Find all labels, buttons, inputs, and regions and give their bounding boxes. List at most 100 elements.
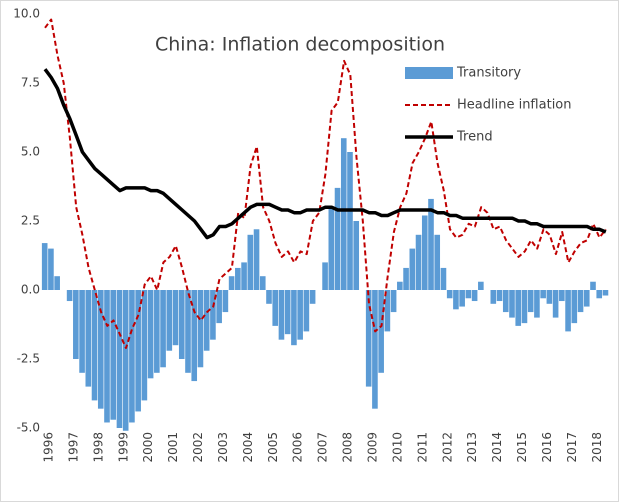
y-tick-label: 0.0 bbox=[21, 283, 40, 297]
line bbox=[43, 68, 607, 240]
bar bbox=[104, 290, 110, 423]
x-tick-label: 2004 bbox=[241, 432, 255, 463]
bar bbox=[48, 248, 54, 290]
x-tick-label: 2018 bbox=[590, 432, 604, 463]
bar bbox=[122, 290, 129, 431]
bar bbox=[428, 198, 434, 290]
bar bbox=[91, 290, 98, 401]
x-tick-label: 2009 bbox=[366, 432, 380, 463]
x-tick-label: 2016 bbox=[540, 432, 554, 463]
bar bbox=[178, 290, 185, 359]
x-tick-label: 2014 bbox=[490, 432, 504, 463]
bar bbox=[340, 138, 347, 290]
x-tick-label: 2006 bbox=[291, 432, 305, 463]
legend-label: Headline inflation bbox=[457, 98, 572, 113]
x-tick-label: 2001 bbox=[166, 432, 180, 463]
bar bbox=[228, 276, 235, 290]
bar bbox=[297, 290, 303, 340]
bar bbox=[85, 290, 92, 387]
bar bbox=[571, 290, 578, 324]
bar bbox=[129, 290, 135, 423]
bar bbox=[241, 262, 247, 290]
bar bbox=[397, 281, 403, 290]
bar bbox=[502, 290, 509, 313]
bar bbox=[203, 290, 210, 351]
bar bbox=[116, 290, 123, 428]
bar bbox=[247, 234, 254, 290]
bar bbox=[266, 290, 272, 304]
bar bbox=[141, 290, 148, 401]
x-tick-label: 2003 bbox=[216, 432, 230, 463]
bar bbox=[403, 267, 409, 290]
bar bbox=[322, 262, 328, 290]
bar bbox=[372, 290, 378, 409]
bar bbox=[291, 290, 297, 346]
bar bbox=[110, 290, 117, 420]
bar bbox=[453, 290, 459, 310]
legend-label: Trend bbox=[456, 130, 493, 145]
bar bbox=[565, 290, 571, 332]
bar bbox=[328, 207, 335, 290]
bar bbox=[253, 229, 260, 290]
bar bbox=[421, 215, 428, 290]
bar bbox=[409, 248, 416, 290]
x-tick-label: 2005 bbox=[266, 432, 280, 463]
bar bbox=[303, 290, 310, 332]
x-tick-label: 2007 bbox=[316, 432, 330, 463]
bar bbox=[583, 290, 590, 307]
x-tick-label: 1996 bbox=[42, 432, 56, 463]
bar bbox=[434, 234, 441, 290]
y-tick-label: 2.5 bbox=[21, 214, 40, 228]
bar bbox=[154, 290, 160, 373]
bar bbox=[521, 290, 528, 324]
bar bbox=[471, 290, 478, 302]
bar bbox=[235, 267, 241, 290]
bar bbox=[185, 290, 191, 373]
bar bbox=[347, 152, 353, 290]
x-tick-label: 1998 bbox=[91, 432, 105, 463]
bar bbox=[602, 290, 609, 296]
x-tick-label: 2010 bbox=[390, 432, 404, 463]
bar bbox=[390, 290, 397, 313]
legend-label: Transitory bbox=[456, 66, 521, 81]
bar bbox=[490, 290, 497, 304]
x-tick-label: 2011 bbox=[415, 432, 429, 463]
bar bbox=[552, 290, 559, 318]
bar bbox=[546, 290, 553, 304]
bar bbox=[465, 290, 472, 299]
x-tick-label: 1999 bbox=[116, 432, 130, 463]
bar bbox=[590, 281, 596, 290]
bar bbox=[534, 290, 540, 318]
x-tick-label: 2000 bbox=[141, 432, 155, 463]
bar bbox=[384, 290, 391, 332]
bar bbox=[596, 290, 603, 299]
bar bbox=[365, 290, 372, 387]
bar bbox=[41, 243, 48, 290]
bar bbox=[353, 221, 360, 290]
bar bbox=[284, 290, 291, 335]
bar bbox=[278, 290, 285, 340]
bar bbox=[509, 290, 515, 318]
line bbox=[44, 18, 607, 349]
x-tick-label: 2002 bbox=[191, 432, 205, 463]
bar bbox=[210, 290, 216, 340]
bar bbox=[172, 290, 179, 346]
x-tick-label: 2012 bbox=[440, 432, 454, 463]
y-tick-label: 5.0 bbox=[21, 145, 40, 159]
bar bbox=[446, 290, 453, 299]
bar bbox=[259, 276, 266, 290]
bar bbox=[478, 281, 484, 290]
chart-title: China: Inflation decomposition bbox=[155, 34, 445, 56]
bar bbox=[216, 290, 222, 324]
bar bbox=[515, 290, 522, 326]
x-tick-label: 2013 bbox=[465, 432, 479, 463]
bar bbox=[440, 267, 447, 290]
bar bbox=[160, 290, 166, 368]
x-tick-label: 1997 bbox=[66, 432, 80, 463]
bar bbox=[309, 290, 316, 304]
bar bbox=[222, 290, 229, 313]
bar bbox=[559, 290, 565, 302]
y-tick-label: 7.5 bbox=[21, 76, 40, 90]
